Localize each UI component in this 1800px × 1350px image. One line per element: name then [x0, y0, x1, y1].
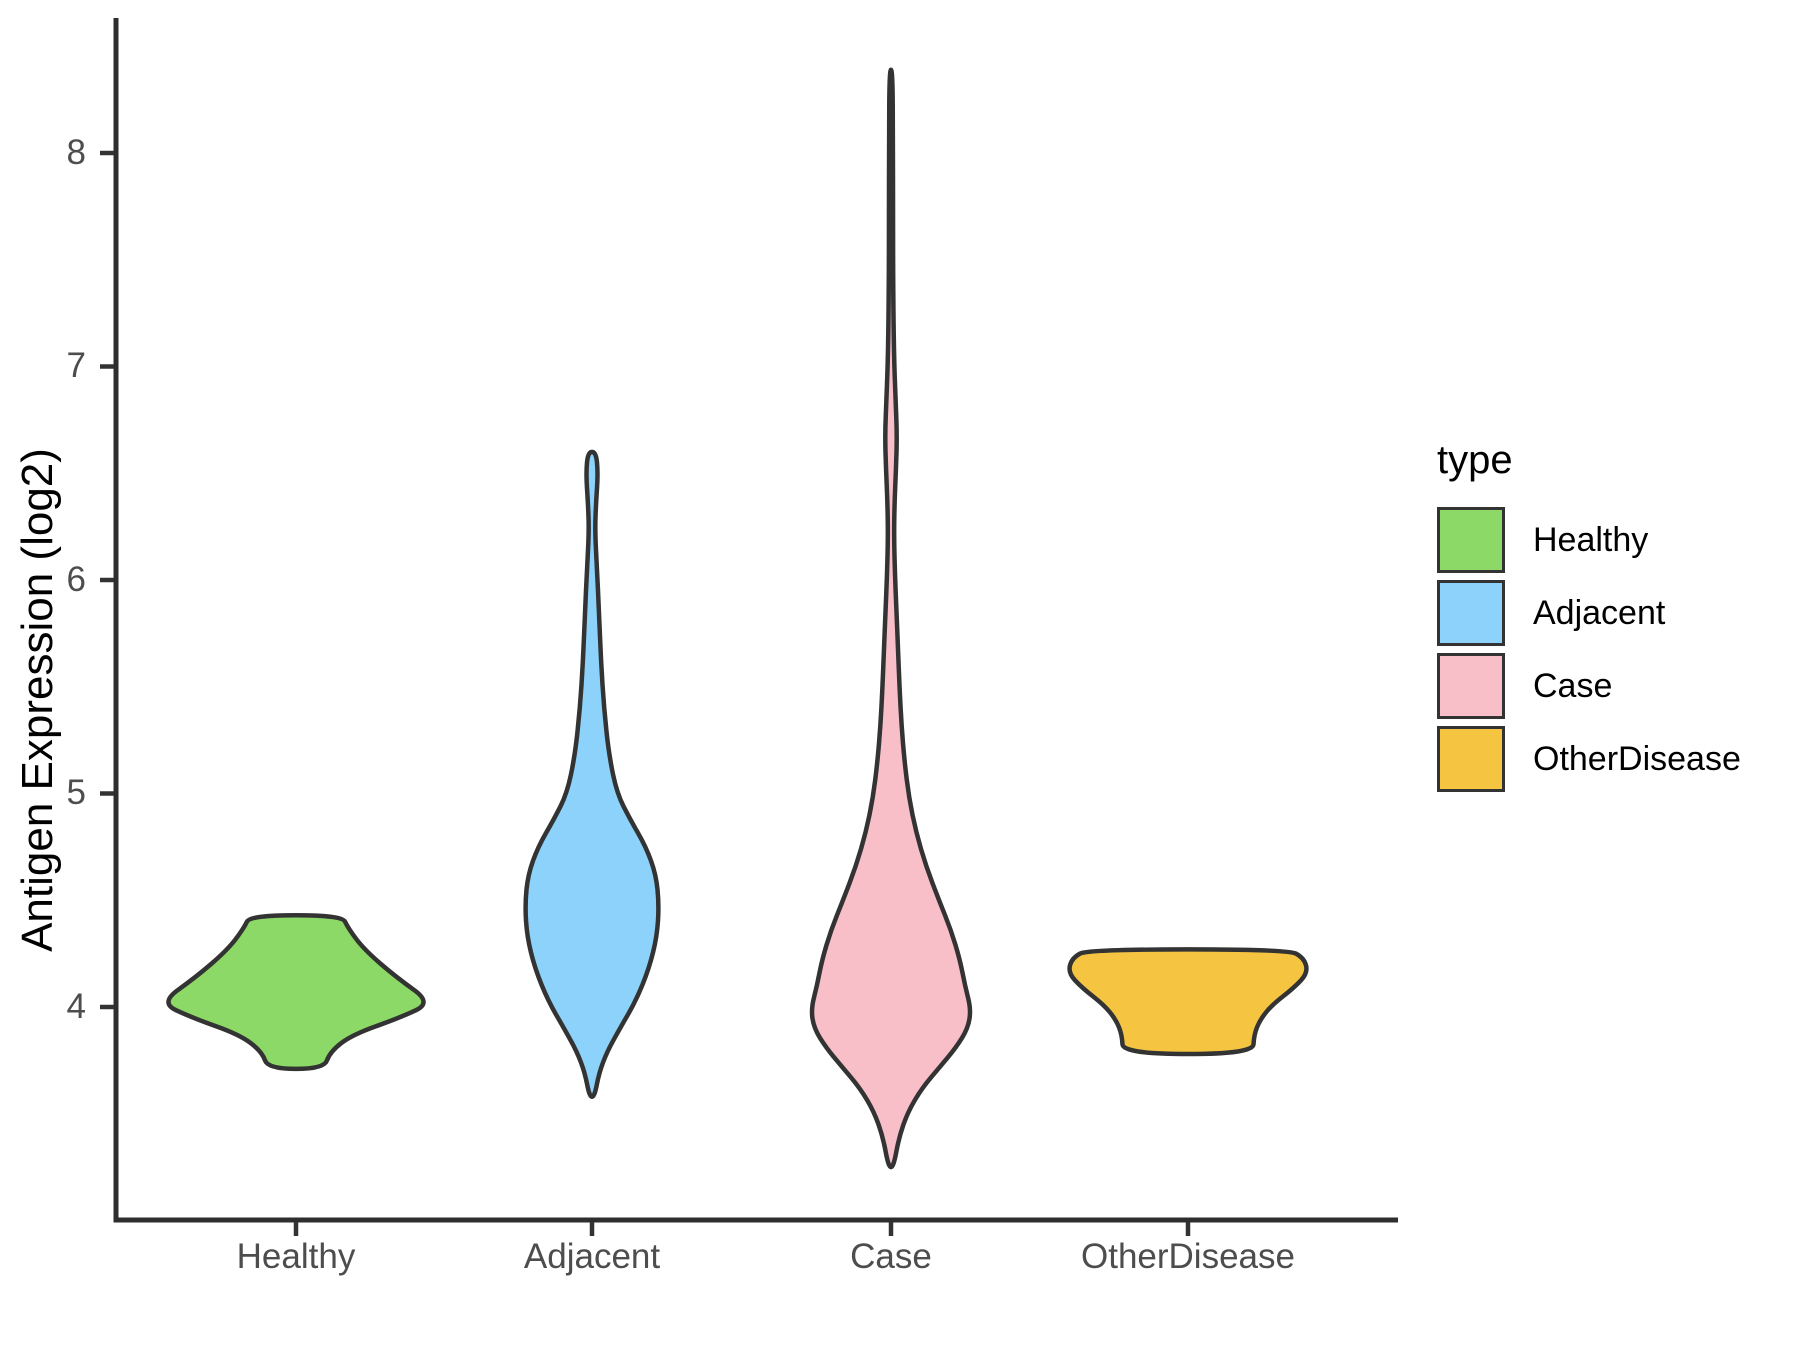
y-tick-label-8: 8 — [66, 133, 86, 172]
y-axis-title: Antigen Expression (log2) — [13, 448, 62, 952]
violin-healthy — [166, 912, 426, 1072]
violin-case — [809, 67, 973, 1170]
legend-swatch-case — [1437, 653, 1505, 719]
legend-label-case: Case — [1533, 666, 1613, 705]
x-category-label-adjacent: Adjacent — [523, 1237, 661, 1276]
legend-label-otherdisease: OtherDisease — [1533, 739, 1741, 778]
y-tick-label-6: 6 — [66, 560, 86, 599]
legend-label-adjacent: Adjacent — [1533, 593, 1666, 632]
legend-entry-healthy: Healthy — [1437, 507, 1741, 573]
violin-adjacent — [523, 449, 661, 1099]
x-category-label-case: Case — [850, 1237, 932, 1276]
legend-label-healthy: Healthy — [1533, 520, 1649, 559]
x-category-label-otherdisease: OtherDisease — [1081, 1237, 1295, 1276]
legend-swatch-healthy — [1437, 507, 1505, 573]
y-tick-label-4: 4 — [66, 987, 86, 1026]
legend-title: type — [1437, 438, 1513, 482]
violin-otherdisease — [1067, 947, 1309, 1057]
x-category-label-healthy: Healthy — [236, 1237, 356, 1276]
legend-swatch-otherdisease — [1437, 726, 1505, 792]
legend-entry-case: Case — [1437, 653, 1741, 719]
legend-swatch-adjacent — [1437, 580, 1505, 646]
legend-entry-otherdisease: OtherDisease — [1437, 726, 1741, 792]
legend-entry-adjacent: Adjacent — [1437, 580, 1741, 646]
y-tick-label-5: 5 — [66, 773, 86, 812]
legend: type Healthy Adjacent Case OtherDisease — [1437, 438, 1741, 799]
y-tick-label-7: 7 — [66, 346, 86, 385]
